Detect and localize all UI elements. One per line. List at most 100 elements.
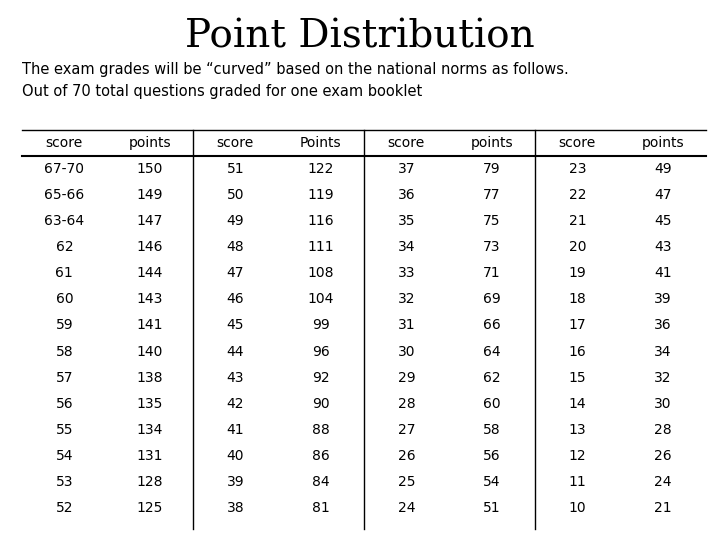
Text: 60: 60 [483,397,500,411]
Text: 32: 32 [397,292,415,306]
Text: 69: 69 [483,292,500,306]
Text: 53: 53 [55,475,73,489]
Text: 64: 64 [483,345,500,359]
Text: 20: 20 [569,240,586,254]
Text: score: score [46,136,83,150]
Text: 75: 75 [483,214,500,228]
Text: 86: 86 [312,449,330,463]
Text: 25: 25 [397,475,415,489]
Text: 50: 50 [227,188,244,202]
Text: 51: 51 [483,501,500,515]
Text: 32: 32 [654,371,672,384]
Text: 144: 144 [137,266,163,280]
Text: 57: 57 [55,371,73,384]
Text: 56: 56 [483,449,500,463]
Text: 140: 140 [137,345,163,359]
Text: 138: 138 [137,371,163,384]
Text: 49: 49 [654,162,672,176]
Text: 36: 36 [397,188,415,202]
Text: 48: 48 [227,240,244,254]
Text: 134: 134 [137,423,163,437]
Text: 66: 66 [483,319,500,333]
Text: 30: 30 [397,345,415,359]
Text: 21: 21 [654,501,672,515]
Text: 43: 43 [227,371,244,384]
Text: 33: 33 [397,266,415,280]
Text: points: points [129,136,171,150]
Text: 30: 30 [654,397,672,411]
Text: 88: 88 [312,423,330,437]
Text: 65-66: 65-66 [44,188,84,202]
Text: 62: 62 [55,240,73,254]
Text: 90: 90 [312,397,330,411]
Text: 31: 31 [397,319,415,333]
Text: Point Distribution: Point Distribution [185,19,535,56]
Text: 143: 143 [137,292,163,306]
Text: 22: 22 [569,188,586,202]
Text: 41: 41 [654,266,672,280]
Text: 99: 99 [312,319,330,333]
Text: 47: 47 [654,188,672,202]
Text: 35: 35 [397,214,415,228]
Text: 13: 13 [569,423,586,437]
Text: 63-64: 63-64 [45,214,84,228]
Text: 135: 135 [137,397,163,411]
Text: 60: 60 [55,292,73,306]
Text: Points: Points [300,136,342,150]
Text: 52: 52 [55,501,73,515]
Text: 28: 28 [654,423,672,437]
Text: score: score [388,136,425,150]
Text: 116: 116 [307,214,334,228]
Text: 51: 51 [227,162,244,176]
Text: 34: 34 [654,345,672,359]
Text: 56: 56 [55,397,73,411]
Text: 59: 59 [55,319,73,333]
Text: 27: 27 [397,423,415,437]
Text: 54: 54 [483,475,500,489]
Text: 92: 92 [312,371,330,384]
Text: 84: 84 [312,475,330,489]
Text: 44: 44 [227,345,244,359]
Text: 104: 104 [307,292,334,306]
Text: 71: 71 [483,266,500,280]
Text: 29: 29 [397,371,415,384]
Text: 131: 131 [137,449,163,463]
Text: points: points [471,136,513,150]
Text: 141: 141 [137,319,163,333]
Text: 73: 73 [483,240,500,254]
Text: 147: 147 [137,214,163,228]
Text: 79: 79 [483,162,500,176]
Text: 111: 111 [307,240,334,254]
Text: The exam grades will be “curved” based on the national norms as follows.: The exam grades will be “curved” based o… [22,62,568,77]
Text: 39: 39 [654,292,672,306]
Text: 81: 81 [312,501,330,515]
Text: 55: 55 [55,423,73,437]
Text: 146: 146 [137,240,163,254]
Text: 67-70: 67-70 [45,162,84,176]
Text: 11: 11 [569,475,586,489]
Text: 41: 41 [227,423,244,437]
Text: 54: 54 [55,449,73,463]
Text: 24: 24 [654,475,672,489]
Text: 38: 38 [227,501,244,515]
Text: 46: 46 [227,292,244,306]
Text: 26: 26 [397,449,415,463]
Text: score: score [217,136,254,150]
Text: 119: 119 [307,188,334,202]
Text: Out of 70 total questions graded for one exam booklet: Out of 70 total questions graded for one… [22,84,422,99]
Text: 24: 24 [397,501,415,515]
Text: 47: 47 [227,266,244,280]
Text: 45: 45 [654,214,672,228]
Text: 150: 150 [137,162,163,176]
Text: 28: 28 [397,397,415,411]
Text: 108: 108 [307,266,334,280]
Text: 18: 18 [569,292,586,306]
Text: 125: 125 [137,501,163,515]
Text: 12: 12 [569,449,586,463]
Text: 39: 39 [227,475,244,489]
Text: 62: 62 [483,371,500,384]
Text: 19: 19 [569,266,586,280]
Text: 128: 128 [137,475,163,489]
Text: 10: 10 [569,501,586,515]
Text: 17: 17 [569,319,586,333]
